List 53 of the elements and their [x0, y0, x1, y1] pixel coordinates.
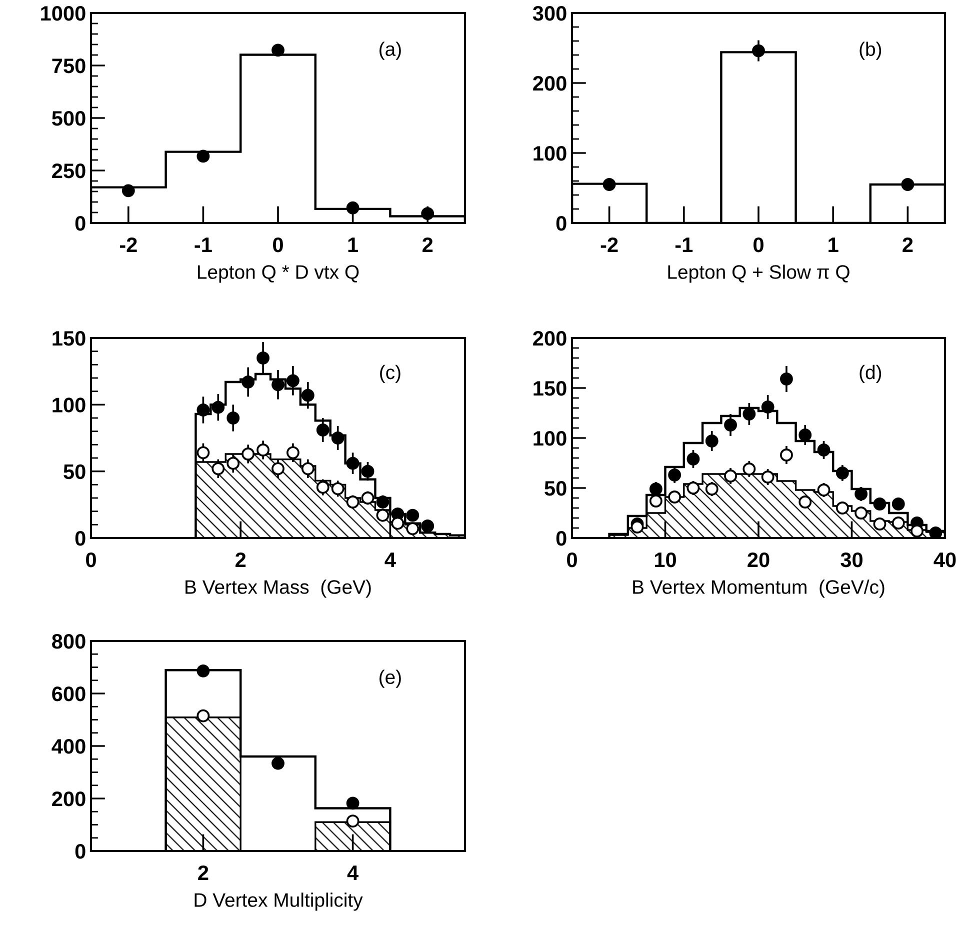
x-tick-label: 0 — [567, 552, 577, 568]
x-tick-label: 2 — [902, 237, 913, 252]
x-tick-label: 0 — [86, 552, 96, 568]
y-tick-label: 100 — [534, 431, 566, 446]
x-axis-title: D Vertex Multiplicity — [194, 892, 363, 911]
x-tick-label: 2 — [422, 237, 433, 252]
y-tick-label: 0 — [556, 531, 566, 546]
y-tick-label: 200 — [52, 792, 86, 806]
x-tick-label: 4 — [384, 552, 396, 567]
y-tick-label: 0 — [75, 531, 86, 546]
y-tick-label: 200 — [533, 76, 566, 91]
x-tick-label: -1 — [194, 238, 212, 252]
x-tick-label: 40 — [934, 552, 956, 568]
x-tick-label: 0 — [754, 237, 764, 252]
y-tick-label: 100 — [534, 146, 566, 161]
y-tick-label: 50 — [544, 481, 566, 496]
y-tick-label: 400 — [52, 739, 86, 754]
y-tick-label: 150 — [52, 331, 86, 346]
x-tick-label: 1 — [348, 238, 358, 252]
x-tick-label: -2 — [600, 237, 618, 252]
y-tick-label: 50 — [64, 464, 86, 480]
x-tick-label: 20 — [748, 552, 770, 568]
x-axis-title: Lepton Q + Slow π Q — [668, 264, 850, 283]
y-tick-label: 800 — [52, 634, 86, 649]
y-tick-label: 100 — [52, 398, 86, 412]
annotation: (d) — [860, 364, 882, 384]
x-tick-label: -1 — [675, 238, 693, 252]
x-tick-label: 30 — [840, 552, 862, 568]
x-axis-title: B Vertex Mass (GeV) — [186, 580, 371, 598]
y-tick-label: 0 — [75, 216, 86, 231]
x-tick-label: 10 — [654, 552, 676, 568]
y-tick-label: 150 — [534, 381, 566, 396]
x-tick-label: 1 — [828, 238, 838, 252]
y-tick-label: 500 — [52, 111, 86, 126]
y-tick-label: 0 — [75, 844, 86, 859]
annotation: (b) — [860, 42, 882, 60]
y-tick-label: 200 — [533, 331, 566, 346]
y-tick-label: 250 — [52, 164, 86, 178]
annotation: (c) — [380, 364, 400, 384]
y-tick-label: 0 — [556, 216, 566, 231]
y-tick-label: 600 — [52, 686, 86, 702]
x-tick-label: -2 — [120, 237, 137, 252]
x-tick-label: 0 — [273, 237, 283, 252]
x-tick-label: 4 — [347, 866, 358, 880]
y-tick-label: 1000 — [41, 6, 86, 21]
y-tick-label: 750 — [52, 58, 86, 74]
annotation: (a) — [380, 42, 401, 60]
x-tick-label: 2 — [198, 865, 208, 880]
x-axis-title: B Vertex Momentum (GeV/c) — [633, 580, 884, 598]
annotation: (e) — [380, 670, 401, 688]
y-tick-label: 300 — [532, 6, 566, 21]
x-axis-title: Lepton Q * D vtx Q — [198, 265, 359, 283]
x-tick-label: 2 — [236, 552, 246, 567]
